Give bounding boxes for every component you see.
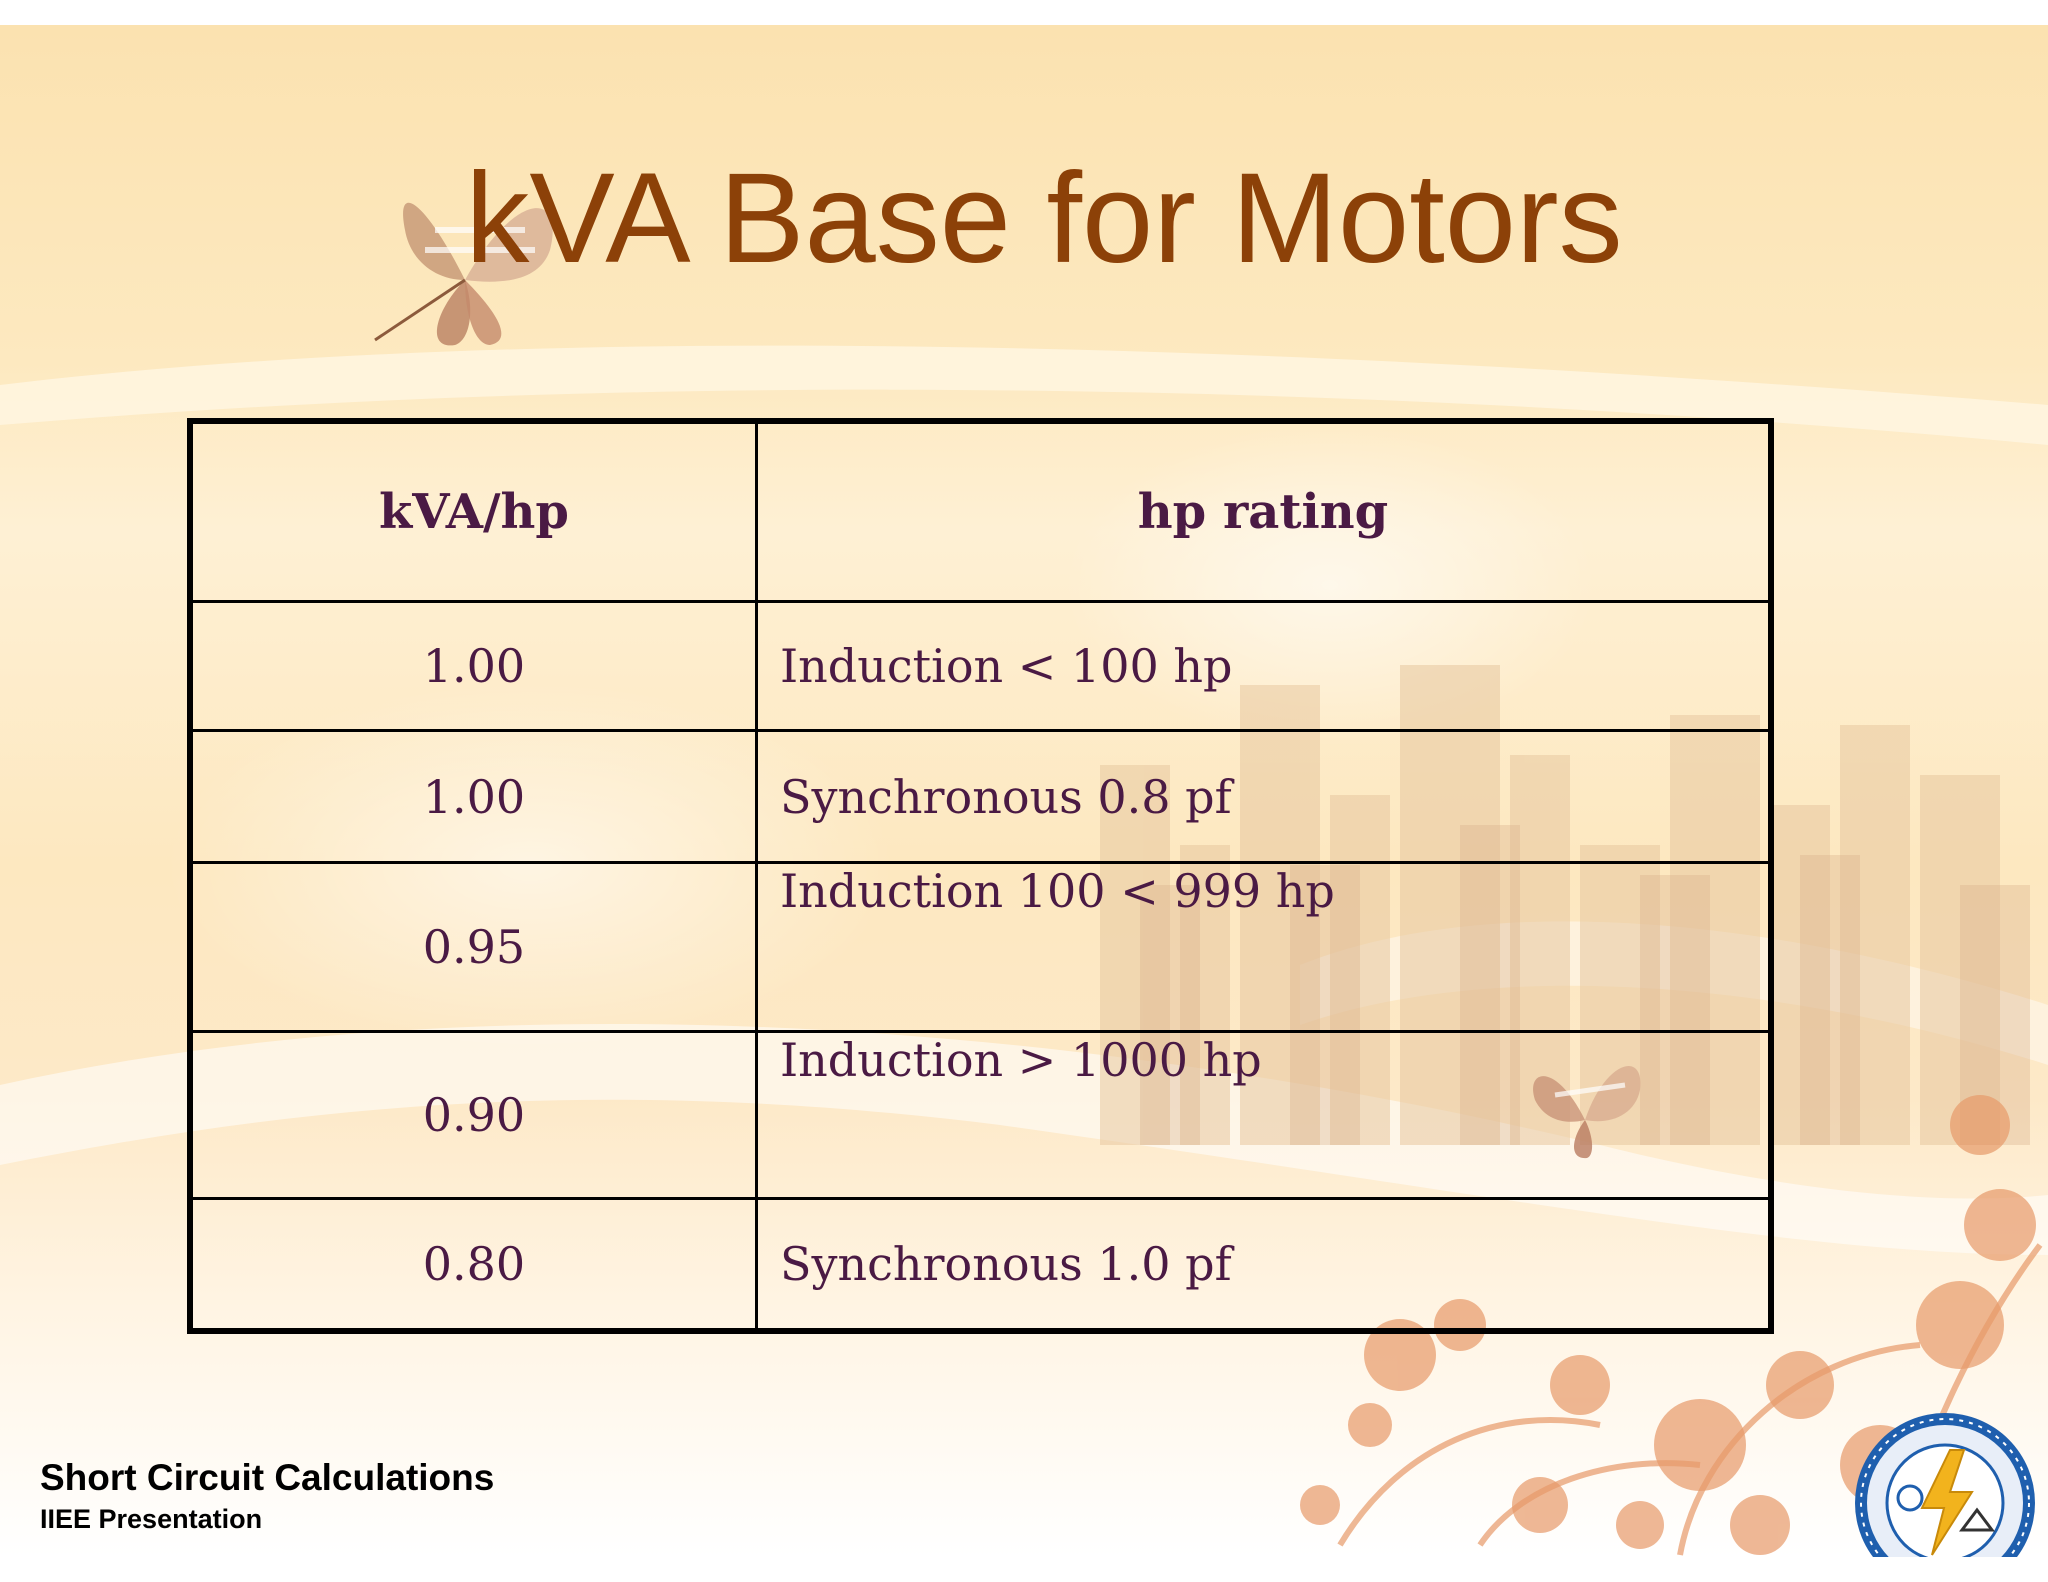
table-row: 0.95 Induction 100 < 999 hp bbox=[188, 861, 1773, 1033]
footer-subtitle: IIEE Presentation bbox=[40, 1504, 263, 1534]
kva-per-hp-cell: 0.90 bbox=[188, 1030, 758, 1200]
hp-rating-cell: Synchronous 0.8 pf bbox=[755, 729, 1773, 864]
kva-per-hp-cell: 0.80 bbox=[188, 1197, 758, 1333]
table-header-row: kVA/hp hp rating bbox=[188, 419, 1773, 603]
header-kva-per-hp: kVA/hp bbox=[188, 419, 758, 603]
kva-base-table: kVA/hp hp rating 1.00 Induction < 100 hp… bbox=[187, 418, 1774, 1334]
header-hp-rating: hp rating bbox=[755, 419, 1773, 603]
hp-rating-cell: Induction < 100 hp bbox=[755, 600, 1773, 732]
hp-rating-cell: Synchronous 1.0 pf bbox=[755, 1197, 1773, 1333]
iiee-logo-icon bbox=[1855, 1413, 2035, 1557]
kva-per-hp-cell: 1.00 bbox=[188, 600, 758, 732]
table-row: 1.00 Induction < 100 hp bbox=[188, 600, 1773, 732]
footer-title: Short Circuit Calculations bbox=[40, 1457, 495, 1498]
slide-title: kVA Base for Motors bbox=[465, 147, 1623, 290]
table-row: 0.90 Induction > 1000 hp bbox=[188, 1030, 1773, 1200]
butterfly-icon bbox=[374, 202, 553, 346]
kva-per-hp-cell: 1.00 bbox=[188, 729, 758, 864]
slide: kVA Base for Motors kVA/hp hp rating 1.0… bbox=[0, 25, 2048, 1557]
hp-rating-cell: Induction > 1000 hp bbox=[755, 1030, 1773, 1200]
hp-rating-cell: Induction 100 < 999 hp bbox=[755, 861, 1773, 1033]
kva-per-hp-cell: 0.95 bbox=[188, 861, 758, 1033]
table-row: 0.80 Synchronous 1.0 pf bbox=[188, 1197, 1773, 1333]
table-row: 1.00 Synchronous 0.8 pf bbox=[188, 729, 1773, 864]
